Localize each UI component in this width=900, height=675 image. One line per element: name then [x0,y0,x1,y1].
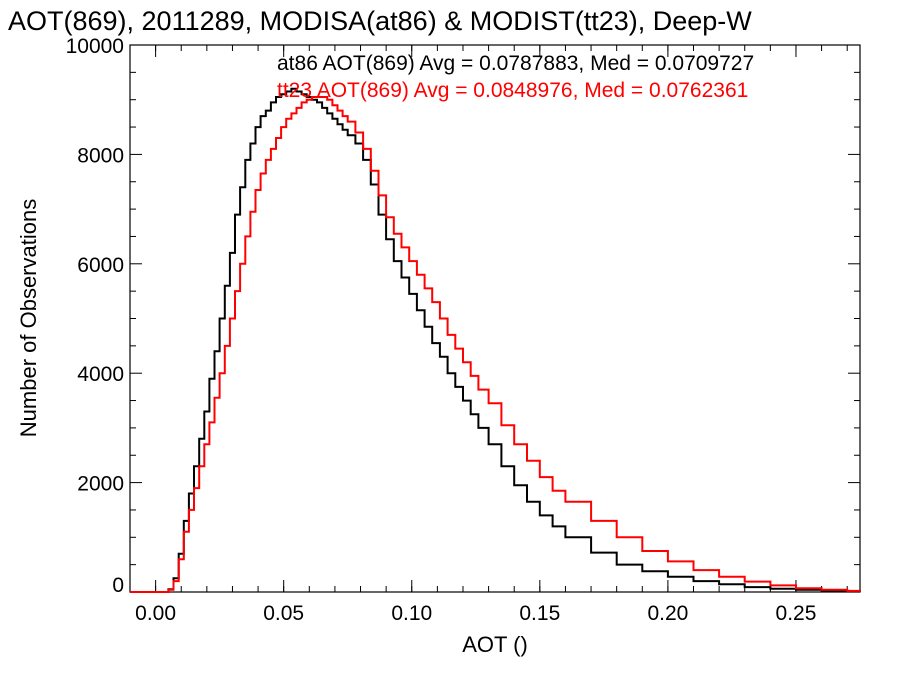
series-lines [130,87,861,593]
series-line-1 [130,96,861,593]
y-tick-label: 6000 [77,254,124,277]
legend-entry-tt23: tt23 AOT(869) Avg = 0.0848976, Med = 0.0… [277,79,748,102]
y-tick-label: 10000 [66,35,124,58]
plot-frame [129,44,861,593]
x-axis-label: AOT () [462,632,528,657]
chart-title: AOT(869), 2011289, MODISA(at86) & MODIST… [8,6,752,36]
x-tick-label: 0.20 [647,602,688,625]
x-tick-label: 0.25 [776,602,817,625]
x-tick-label: 0.00 [135,602,176,625]
y-tick-label: 4000 [77,363,124,386]
legend-entry-at86: at86 AOT(869) Avg = 0.0787883, Med = 0.0… [277,52,754,75]
y-tick-label: 2000 [77,473,124,496]
x-tick-label: 0.10 [391,602,432,625]
x-tick-label: 0.05 [263,602,304,625]
x-axis-ticks: 0.00 0.05 0.10 0.15 0.20 0.25 [135,45,848,625]
series-line-0 [130,87,861,593]
y-tick-label: 8000 [77,144,124,167]
y-axis-label: Number of Observations [16,199,41,437]
y-axis-ticks: 0 2000 4000 6000 8000 10000 [66,35,860,597]
y-tick-label: 0 [112,574,124,597]
x-tick-label: 0.15 [519,602,560,625]
